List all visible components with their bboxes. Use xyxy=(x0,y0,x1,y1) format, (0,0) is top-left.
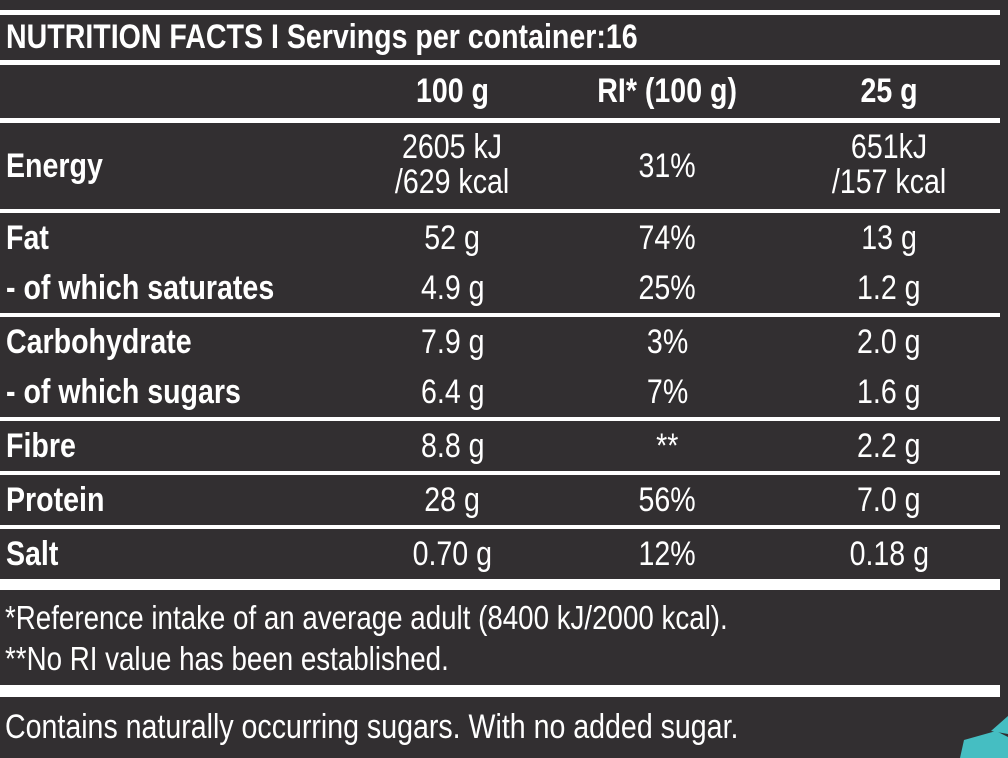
nutrient-label: Protein xyxy=(6,480,105,519)
nutrient-label: - of which sugars xyxy=(6,372,241,411)
nutrient-label: Energy xyxy=(6,146,103,185)
bottom-note-row: Contains naturally occurring sugars. Wit… xyxy=(0,697,1008,758)
group-divider xyxy=(0,471,1000,475)
nutrient-label: Fibre xyxy=(6,426,76,465)
group-divider xyxy=(0,525,1000,529)
value-per-100g: 4.9 g xyxy=(420,268,485,307)
column-header-ri: RI* (100 g) xyxy=(597,72,738,110)
value-per-100g: 2605 kJ/629 kcal xyxy=(395,128,510,201)
nutrient-label: - of which saturates xyxy=(6,268,275,307)
label-title-row: NUTRITION FACTS I Servings per container… xyxy=(0,15,1008,60)
table-row: - of which sugars 6.4 g 7% 1.6 g xyxy=(0,367,1008,417)
divider-above-bottom-note xyxy=(0,685,1000,697)
column-header-25g: 25 g xyxy=(860,72,918,110)
value-per-100g: 52 g xyxy=(424,218,481,257)
value-per-25g: 13 g xyxy=(861,218,917,257)
table-row: Carbohydrate 7.9 g 3% 2.0 g xyxy=(0,317,1008,367)
table-row: Protein 28 g 56% 7.0 g xyxy=(0,475,1008,525)
value-ri-100g: 12% xyxy=(638,534,697,573)
value-per-25g: 1.6 g xyxy=(857,372,921,411)
bottom-note-text: Contains naturally occurring sugars. Wit… xyxy=(5,708,739,746)
value-per-25g: 651kJ/157 kcal xyxy=(831,128,947,201)
value-per-100g: 0.70 g xyxy=(412,534,493,573)
table-row: Energy 2605 kJ/629 kcal 31% 651kJ/157 kcal xyxy=(0,123,1008,209)
table-row: - of which saturates 4.9 g 25% 1.2 g xyxy=(0,263,1008,313)
value-ri-100g: 31% xyxy=(638,146,697,185)
table-row: Fibre 8.8 g ** 2.2 g xyxy=(0,421,1008,471)
nutrition-table-body: Energy 2605 kJ/629 kcal 31% 651kJ/157 kcal F… xyxy=(0,123,1008,579)
value-per-100g: 6.4 g xyxy=(420,372,485,411)
column-header-100g: 100 g xyxy=(415,72,490,110)
group-divider xyxy=(0,313,1000,317)
page-title: NUTRITION FACTS I Servings per container… xyxy=(6,18,638,56)
value-per-100g: 28 g xyxy=(424,480,481,519)
value-ri-100g: 25% xyxy=(638,268,697,307)
value-ri-100g: 56% xyxy=(638,480,697,519)
value-ri-100g: 7% xyxy=(646,372,689,411)
value-per-25g: 1.2 g xyxy=(857,268,921,307)
table-row: Salt 0.70 g 12% 0.18 g xyxy=(0,529,1008,579)
divider-top xyxy=(0,10,1000,15)
group-divider xyxy=(0,417,1000,421)
footnotes: *Reference intake of an average adult (8… xyxy=(0,590,1008,685)
divider-above-footnotes xyxy=(0,579,1000,590)
nutrient-label: Salt xyxy=(6,534,59,573)
value-per-100g: 7.9 g xyxy=(420,322,485,361)
value-ri-100g: ** xyxy=(656,426,679,465)
top-margin xyxy=(0,0,1008,10)
column-header-row: 100 g RI* (100 g) 25 g xyxy=(0,65,1008,118)
footnote-no-ri-value: **No RI value has been established. xyxy=(5,640,449,677)
table-row: Fat 52 g 74% 13 g xyxy=(0,213,1008,263)
value-per-25g: 2.0 g xyxy=(857,322,921,361)
nutrient-label: Carbohydrate xyxy=(6,322,192,361)
value-per-25g: 0.18 g xyxy=(849,534,929,573)
value-per-25g: 2.2 g xyxy=(857,426,921,465)
value-per-25g: 7.0 g xyxy=(857,480,921,519)
value-ri-100g: 3% xyxy=(646,322,689,361)
value-ri-100g: 74% xyxy=(638,218,697,257)
footnote-reference-intake: *Reference intake of an average adult (8… xyxy=(5,599,728,636)
value-per-100g: 8.8 g xyxy=(420,426,485,465)
divider-under-column-headers xyxy=(0,118,1000,123)
group-divider xyxy=(0,209,1000,213)
divider-under-title xyxy=(0,60,1000,65)
nutrient-label: Fat xyxy=(6,218,49,257)
